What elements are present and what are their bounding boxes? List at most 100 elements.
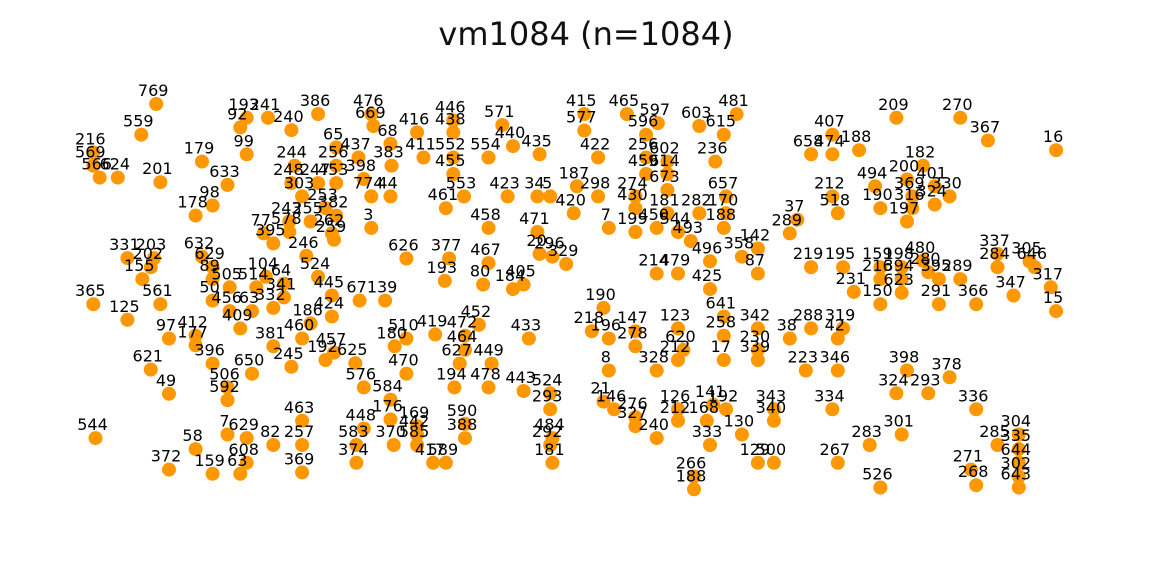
point-label-183: 188 bbox=[706, 205, 737, 224]
point-label-75: 625 bbox=[337, 340, 368, 359]
data-point-271 bbox=[830, 331, 845, 346]
point-label-246: 480 bbox=[905, 238, 936, 257]
point-label-69: 460 bbox=[284, 316, 315, 335]
point-label-258: 347 bbox=[995, 273, 1026, 292]
point-label-225: 407 bbox=[814, 112, 845, 131]
data-point-63 bbox=[324, 309, 339, 324]
point-label-271: 42 bbox=[825, 316, 845, 335]
data-point-226 bbox=[825, 147, 840, 162]
data-point-14 bbox=[195, 154, 209, 169]
point-label-137: 180 bbox=[376, 323, 407, 342]
point-label-291: 643 bbox=[1001, 465, 1032, 484]
point-label-106: 440 bbox=[495, 123, 526, 142]
data-point-233 bbox=[942, 189, 957, 204]
data-point-279 bbox=[921, 386, 936, 401]
data-point-45 bbox=[205, 260, 220, 275]
data-point-117 bbox=[543, 189, 558, 204]
point-label-129: 184 bbox=[495, 266, 526, 285]
point-label-83: 448 bbox=[346, 406, 377, 425]
point-label-152: 417 bbox=[415, 440, 446, 459]
point-label-245: 159 bbox=[862, 244, 893, 263]
data-point-278 bbox=[889, 386, 904, 401]
point-label-194: 342 bbox=[740, 305, 771, 324]
data-point-248 bbox=[921, 265, 936, 280]
point-label-250: 394 bbox=[883, 256, 914, 275]
point-label-193: 123 bbox=[660, 305, 691, 324]
data-point-228 bbox=[916, 158, 930, 173]
data-point-244 bbox=[836, 260, 851, 275]
point-label-136: 433 bbox=[511, 316, 542, 335]
point-label-188: 479 bbox=[660, 251, 691, 270]
point-label-229: 200 bbox=[889, 157, 920, 176]
point-label-249: 216 bbox=[862, 256, 893, 275]
data-point-15 bbox=[86, 158, 101, 173]
point-label-144: 443 bbox=[505, 368, 536, 387]
data-point-289 bbox=[1011, 469, 1026, 484]
data-point-231 bbox=[927, 179, 942, 194]
point-label-1: 193 bbox=[228, 95, 259, 114]
data-point-283 bbox=[830, 455, 845, 470]
point-label-102: 416 bbox=[399, 109, 430, 128]
point-label-0: 769 bbox=[138, 81, 169, 100]
point-label-226: 474 bbox=[814, 131, 845, 150]
point-label-80: 592 bbox=[209, 377, 240, 396]
point-label-42: 331 bbox=[109, 235, 140, 254]
data-point-70 bbox=[266, 339, 281, 354]
data-point-246 bbox=[916, 253, 930, 268]
point-label-279: 293 bbox=[910, 370, 941, 389]
point-label-199: 278 bbox=[617, 323, 648, 342]
data-point-163 bbox=[591, 150, 606, 165]
data-point-140 bbox=[484, 356, 499, 371]
data-point-77 bbox=[245, 366, 259, 381]
point-label-37: 578 bbox=[271, 209, 302, 228]
point-label-109: 554 bbox=[470, 135, 501, 154]
data-point-57 bbox=[153, 297, 168, 312]
point-label-255: 150 bbox=[862, 281, 893, 300]
data-point-82 bbox=[383, 392, 398, 407]
point-label-284: 304 bbox=[1001, 412, 1032, 431]
data-point-111 bbox=[446, 167, 461, 181]
data-point-2 bbox=[261, 110, 275, 125]
point-label-53: 514 bbox=[238, 264, 269, 283]
data-point-24 bbox=[329, 176, 344, 191]
point-label-272: 38 bbox=[777, 316, 797, 335]
data-point-75 bbox=[348, 356, 363, 371]
point-label-16: 216 bbox=[75, 130, 106, 149]
data-point-291 bbox=[1011, 480, 1026, 495]
point-label-276: 378 bbox=[931, 354, 962, 373]
data-point-110 bbox=[384, 158, 399, 173]
data-point-53 bbox=[249, 280, 264, 295]
point-label-101: 369 bbox=[284, 449, 315, 468]
chart-title: vm1084 (n=1084) bbox=[438, 15, 733, 53]
data-point-128 bbox=[516, 277, 531, 292]
point-label-88: 629 bbox=[228, 415, 259, 434]
point-label-100: 63 bbox=[227, 451, 247, 470]
data-point-62 bbox=[303, 316, 318, 331]
data-point-204 bbox=[750, 353, 765, 367]
point-label-167: 459 bbox=[628, 151, 659, 170]
data-point-84 bbox=[295, 413, 310, 428]
data-point-16 bbox=[86, 145, 101, 160]
data-point-89 bbox=[266, 438, 281, 452]
data-point-100 bbox=[233, 466, 248, 481]
point-label-41: 246 bbox=[288, 233, 319, 252]
data-point-127 bbox=[476, 277, 491, 292]
data-point-48 bbox=[277, 276, 291, 291]
point-label-67: 97 bbox=[156, 316, 176, 335]
data-point-148 bbox=[410, 427, 425, 442]
point-label-259: 337 bbox=[979, 231, 1010, 250]
point-label-191: 190 bbox=[585, 285, 616, 304]
data-point-31 bbox=[329, 208, 344, 223]
data-point-205 bbox=[601, 363, 616, 378]
point-label-117: 5 bbox=[542, 173, 552, 192]
point-label-206: 328 bbox=[638, 348, 669, 367]
data-point-11 bbox=[239, 147, 254, 162]
point-label-5: 669 bbox=[355, 103, 386, 122]
point-label-234: 324 bbox=[916, 182, 947, 201]
data-point-286 bbox=[1011, 442, 1026, 457]
data-point-161 bbox=[716, 127, 731, 142]
point-label-235: 212 bbox=[814, 173, 845, 192]
point-label-68: 177 bbox=[177, 322, 208, 341]
point-label-23: 247 bbox=[300, 160, 331, 179]
data-point-211 bbox=[706, 397, 721, 412]
